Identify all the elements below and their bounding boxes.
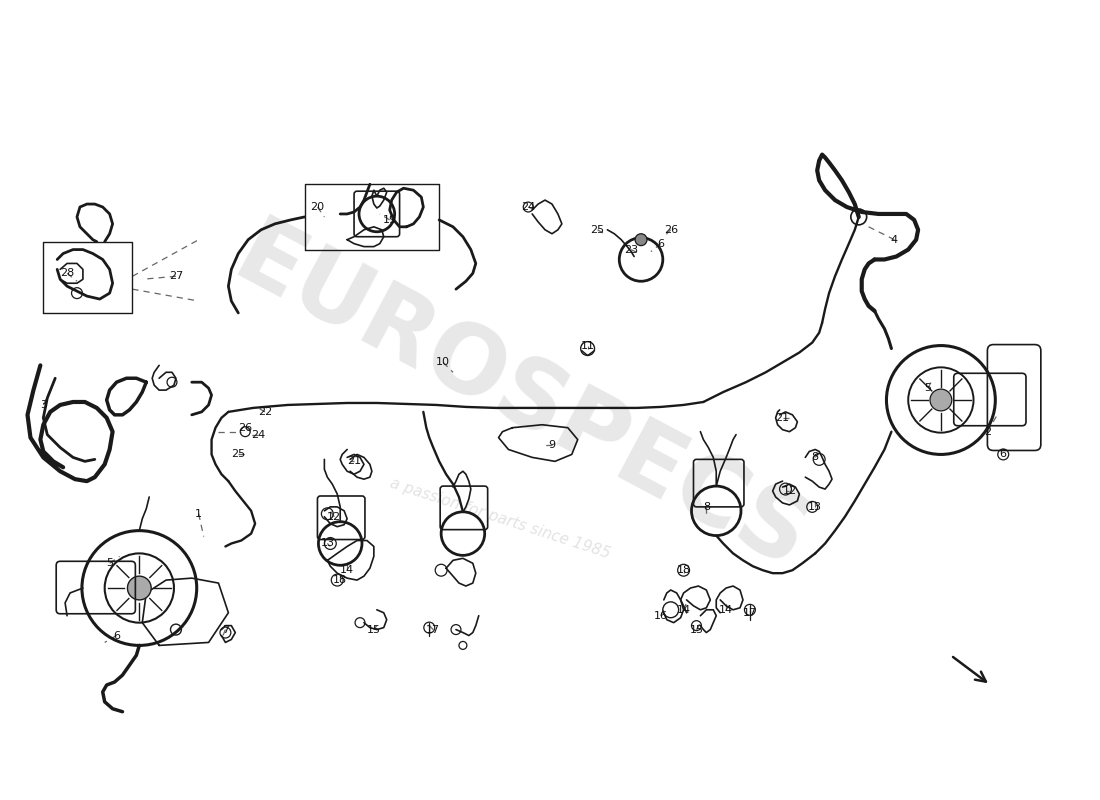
Text: EUROSPECS: EUROSPECS [219, 210, 822, 590]
Text: 13: 13 [320, 538, 334, 549]
Text: 6: 6 [658, 238, 664, 249]
Text: 22: 22 [257, 407, 272, 417]
Text: 16: 16 [653, 610, 668, 621]
Text: 17: 17 [742, 608, 757, 618]
Text: 18: 18 [333, 575, 348, 585]
Text: 21: 21 [346, 456, 361, 466]
Text: 12: 12 [327, 512, 341, 522]
Text: 10: 10 [436, 358, 450, 367]
Text: 12: 12 [782, 486, 796, 496]
Text: 6: 6 [1000, 450, 1006, 459]
Text: 5: 5 [924, 383, 932, 393]
Circle shape [635, 234, 647, 246]
Text: 25: 25 [231, 450, 245, 459]
Text: 3: 3 [40, 400, 47, 410]
Text: 2: 2 [983, 426, 991, 437]
Text: 11: 11 [581, 341, 595, 350]
Circle shape [930, 389, 952, 411]
Text: 13: 13 [808, 502, 822, 512]
Text: 17: 17 [426, 625, 440, 634]
Text: 24: 24 [521, 202, 536, 212]
Text: 28: 28 [60, 268, 74, 278]
Text: 6: 6 [113, 630, 120, 641]
Text: 14: 14 [340, 566, 354, 575]
Text: 8: 8 [812, 452, 818, 462]
Circle shape [128, 576, 151, 600]
Text: 1: 1 [195, 509, 202, 519]
Text: 7: 7 [222, 625, 229, 634]
Text: 14: 14 [676, 605, 691, 614]
Text: 15: 15 [690, 625, 704, 634]
Text: 19: 19 [383, 215, 397, 225]
Text: 26: 26 [238, 422, 252, 433]
Text: 8: 8 [703, 502, 710, 512]
Text: 18: 18 [676, 566, 691, 575]
Text: 27: 27 [168, 271, 183, 282]
Text: 23: 23 [624, 245, 638, 254]
Text: 15: 15 [367, 625, 381, 634]
Text: 4: 4 [891, 234, 898, 245]
Text: 24: 24 [251, 430, 265, 440]
Text: 20: 20 [310, 202, 324, 212]
Text: 25: 25 [591, 225, 605, 234]
Text: 26: 26 [663, 225, 678, 234]
Text: 5: 5 [106, 558, 113, 568]
Text: 9: 9 [549, 439, 556, 450]
Text: 14: 14 [719, 605, 734, 614]
Text: a passion for parts since 1985: a passion for parts since 1985 [388, 476, 613, 562]
Text: 21: 21 [776, 413, 790, 423]
